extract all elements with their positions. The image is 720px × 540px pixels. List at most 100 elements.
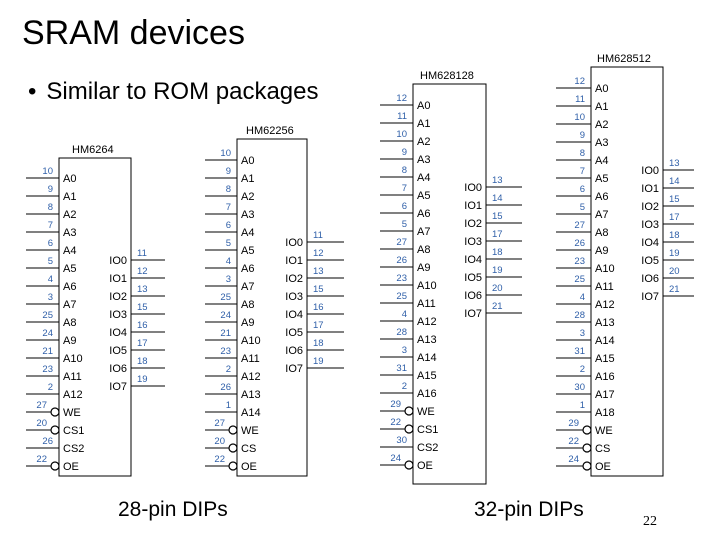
pin-number: 20 [214,436,225,447]
pin-number: 22 [214,454,225,465]
pin-signal: IO0 [641,165,659,177]
pin-number: 1 [580,400,585,411]
pin-signal: A10 [595,263,615,275]
active-low-bubble-icon [228,461,238,471]
pin-signal: A18 [595,407,615,419]
pin-signal: A4 [63,245,76,257]
pin-signal: IO4 [109,327,127,339]
pin-signal: A1 [241,173,254,185]
pin-number: 19 [669,248,680,259]
pin-signal: OE [595,461,611,473]
pin-number: 19 [137,374,148,385]
pin-number: 4 [226,256,231,267]
pin-number: 17 [669,212,680,223]
pin-signal: A11 [595,281,614,293]
pin-signal: A10 [63,353,83,365]
pin-number: 25 [574,274,585,285]
pin-signal: A0 [63,173,76,185]
pin-number: 31 [396,363,407,374]
pin-number: 10 [574,112,585,123]
pin-signal: IO4 [464,254,482,266]
pin-number: 30 [574,382,585,393]
pin-number: 2 [48,382,53,393]
pin-signal: A14 [595,335,615,347]
pin-signal: IO1 [285,255,303,267]
pin-number: 5 [402,219,407,230]
pin-number: 11 [575,94,585,105]
pin-signal: IO3 [285,291,303,303]
pin-number: 13 [313,266,324,277]
pin-number: 15 [313,284,324,295]
pin-signal: A1 [63,191,76,203]
pin-number: 10 [220,148,231,159]
pin-signal: IO5 [285,327,303,339]
pin-signal: A9 [595,245,608,257]
pin-number: 14 [492,193,503,204]
pin-number: 18 [669,230,680,241]
pin-signal: IO3 [464,236,482,248]
bullet-point: • Similar to ROM packages [28,78,319,106]
slide-title: SRAM devices [22,14,245,52]
page-number: 22 [643,514,657,529]
pin-number: 23 [220,346,231,357]
pin-signal: A16 [417,388,437,400]
pin-signal: A12 [417,316,437,328]
pin-signal: IO7 [285,363,303,375]
pin-signal: A12 [241,371,261,383]
pin-number: 25 [220,292,231,303]
active-low-bubble-icon [228,425,238,435]
pin-number: 13 [669,158,680,169]
pin-number: 11 [313,230,323,241]
pin-signal: IO2 [641,201,659,213]
pin-signal: OE [241,461,257,473]
pin-number: 10 [396,129,407,140]
pin-signal: A12 [63,389,83,401]
pin-number: 27 [36,400,47,411]
chip-body [58,157,132,477]
pin-number: 27 [574,220,585,231]
pin-number: 2 [402,381,407,392]
pin-signal: A8 [595,227,608,239]
pin-number: 22 [390,417,401,428]
pin-signal: IO5 [641,255,659,267]
pin-number: 21 [669,284,680,295]
pin-signal: A1 [417,118,430,130]
pin-number: 20 [492,283,503,294]
pin-number: 28 [574,310,585,321]
pin-number: 26 [42,436,53,447]
active-low-bubble-icon [582,425,592,435]
pin-number: 2 [580,364,585,375]
pin-signal: IO4 [285,309,303,321]
pin-signal: A12 [595,299,615,311]
pin-number: 26 [574,238,585,249]
active-low-bubble-icon [582,443,592,453]
caption-32-pin: 32-pin DIPs [474,498,584,521]
pin-number: 11 [397,111,407,122]
pin-number: 23 [42,364,53,375]
pin-signal: A11 [417,298,436,310]
pin-number: 18 [492,247,503,258]
pin-signal: A0 [417,100,430,112]
pin-number: 29 [568,418,579,429]
pin-signal: A6 [63,281,76,293]
pin-signal: A5 [241,245,254,257]
pin-number: 8 [48,202,53,213]
pin-signal: IO1 [464,200,482,212]
pin-signal: A6 [417,208,430,220]
active-low-bubble-icon [50,461,60,471]
pin-number: 12 [396,93,407,104]
pin-signal: IO7 [641,291,659,303]
pin-number: 25 [396,291,407,302]
pin-number: 20 [36,418,47,429]
pin-number: 9 [580,130,585,141]
pin-signal: A7 [595,209,608,221]
pin-number: 9 [226,166,231,177]
pin-signal: A13 [595,317,615,329]
pin-signal: A11 [241,353,260,365]
pin-number: 31 [574,346,585,357]
pin-signal: A0 [241,155,254,167]
active-low-bubble-icon [404,406,414,416]
pin-signal: A14 [241,407,261,419]
pin-signal: A4 [417,172,430,184]
pin-signal: IO1 [641,183,659,195]
